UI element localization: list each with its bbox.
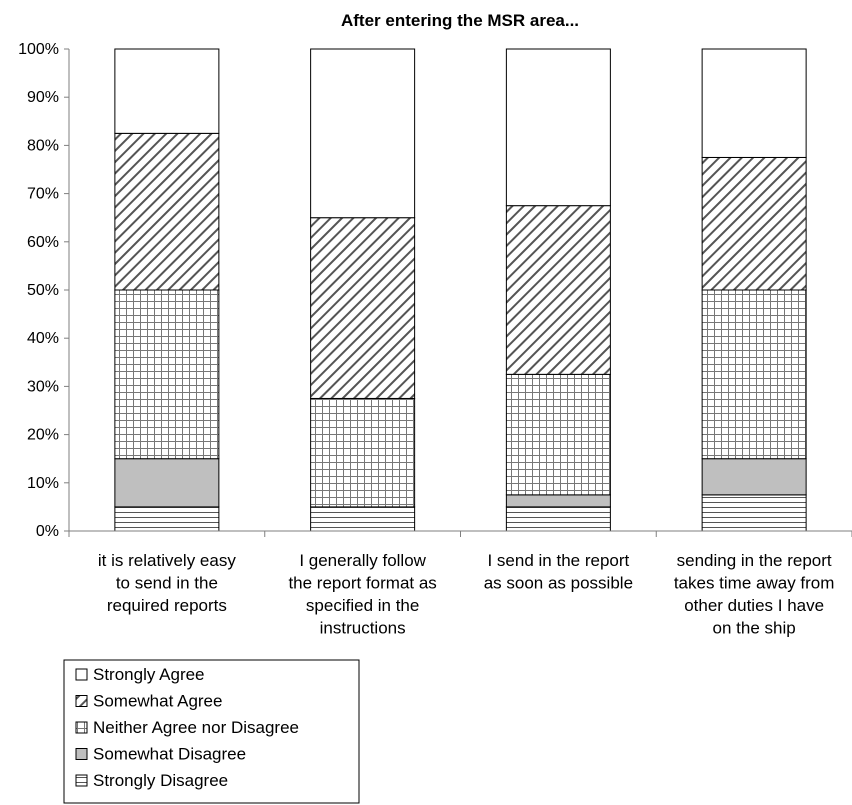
category-label: sending in the report takes time away fro… — [674, 551, 835, 638]
bar-segment-neither-agree-nor-disagree — [506, 374, 610, 495]
bar-segment-somewhat-agree — [115, 133, 219, 290]
y-tick-label: 80% — [27, 137, 59, 154]
bar-segment-somewhat-disagree — [506, 495, 610, 507]
bar-segment-somewhat-agree — [702, 157, 806, 290]
y-tick-label: 10% — [27, 475, 59, 492]
y-tick-label: 70% — [27, 186, 59, 203]
bar-stack — [311, 49, 415, 531]
bar-segment-somewhat-disagree — [702, 459, 806, 495]
bar-stack — [115, 49, 219, 531]
legend-label: Somewhat Agree — [93, 692, 222, 711]
y-axis: 0% 10% 20% 30% 40% 50% 60% 70% 80% 90% 100% — [18, 41, 69, 540]
bar-segment-neither-agree-nor-disagree — [115, 290, 219, 459]
y-tick-label: 0% — [36, 523, 59, 540]
legend: Strongly Agree Somewhat Agree Neither Agre… — [64, 660, 359, 803]
x-axis — [69, 531, 852, 537]
y-tick-label: 40% — [27, 330, 59, 347]
category-label: I generally follow the report format as sp… — [288, 551, 436, 638]
bar-segment-strongly-agree — [702, 49, 806, 157]
bar-segment-somewhat-agree — [311, 218, 415, 399]
bar-segment-somewhat-agree — [506, 206, 610, 375]
legend-swatch — [76, 775, 87, 786]
bar-segment-strongly-disagree — [702, 495, 806, 531]
legend-label: Neither Agree nor Disagree — [93, 718, 299, 737]
y-tick-label: 90% — [27, 89, 59, 106]
bar-stack — [702, 49, 806, 531]
legend-item: Strongly Agree — [76, 665, 205, 684]
bar-segment-strongly-agree — [115, 49, 219, 133]
legend-swatch — [76, 722, 87, 733]
bars — [115, 49, 806, 531]
chart-title: After entering the MSR area... — [341, 11, 579, 30]
bar-stack — [506, 49, 610, 531]
bar-segment-strongly-disagree — [115, 507, 219, 531]
y-tick-label: 60% — [27, 234, 59, 251]
bar-segment-strongly-disagree — [311, 507, 415, 531]
category-label: I send in the report as soon as possible — [484, 551, 633, 593]
legend-label: Strongly Agree — [93, 665, 205, 684]
bar-segment-strongly-agree — [506, 49, 610, 206]
legend-label: Somewhat Disagree — [93, 745, 246, 764]
legend-swatch — [76, 669, 87, 680]
y-tick-label: 50% — [27, 282, 59, 299]
y-tick-label: 30% — [27, 378, 59, 395]
legend-item: Strongly Disagree — [76, 771, 228, 790]
legend-label: Strongly Disagree — [93, 771, 228, 790]
bar-segment-somewhat-disagree — [115, 459, 219, 507]
y-tick-label: 100% — [18, 41, 59, 58]
bar-segment-neither-agree-nor-disagree — [311, 398, 415, 506]
legend-item: Neither Agree nor Disagree — [76, 718, 299, 737]
category-label: it is relatively easy to send in the requi… — [98, 551, 236, 615]
bar-segment-strongly-disagree — [506, 507, 610, 531]
bar-segment-neither-agree-nor-disagree — [702, 290, 806, 459]
legend-swatch — [76, 749, 87, 760]
legend-item: Somewhat Agree — [76, 692, 222, 711]
legend-swatch — [76, 696, 87, 707]
y-tick-label: 20% — [27, 427, 59, 444]
legend-item: Somewhat Disagree — [76, 745, 246, 764]
bar-segment-strongly-agree — [311, 49, 415, 218]
category-labels: it is relatively easy to send in the requi… — [98, 551, 835, 638]
